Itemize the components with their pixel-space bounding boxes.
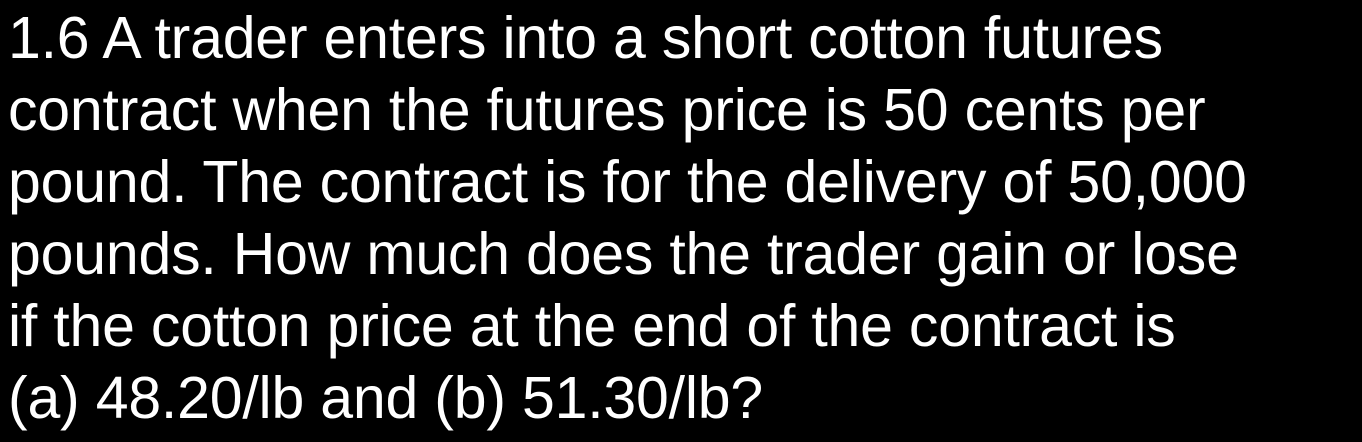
question-text: 1.6 A trader enters into a short cotton … [8,2,1358,434]
question-line-6: (a) 48.20/lb and (b) 51.30/lb? [8,365,763,431]
question-line-1: 1.6 A trader enters into a short cotton … [8,5,1163,71]
question-line-5: if the cotton price at the end of the co… [8,293,1176,359]
question-line-4: pounds. How much does the trader gain or… [8,221,1239,287]
question-line-2: contract when the futures price is 50 ce… [8,77,1206,143]
question-line-3: pound. The contract is for the delivery … [8,149,1247,215]
